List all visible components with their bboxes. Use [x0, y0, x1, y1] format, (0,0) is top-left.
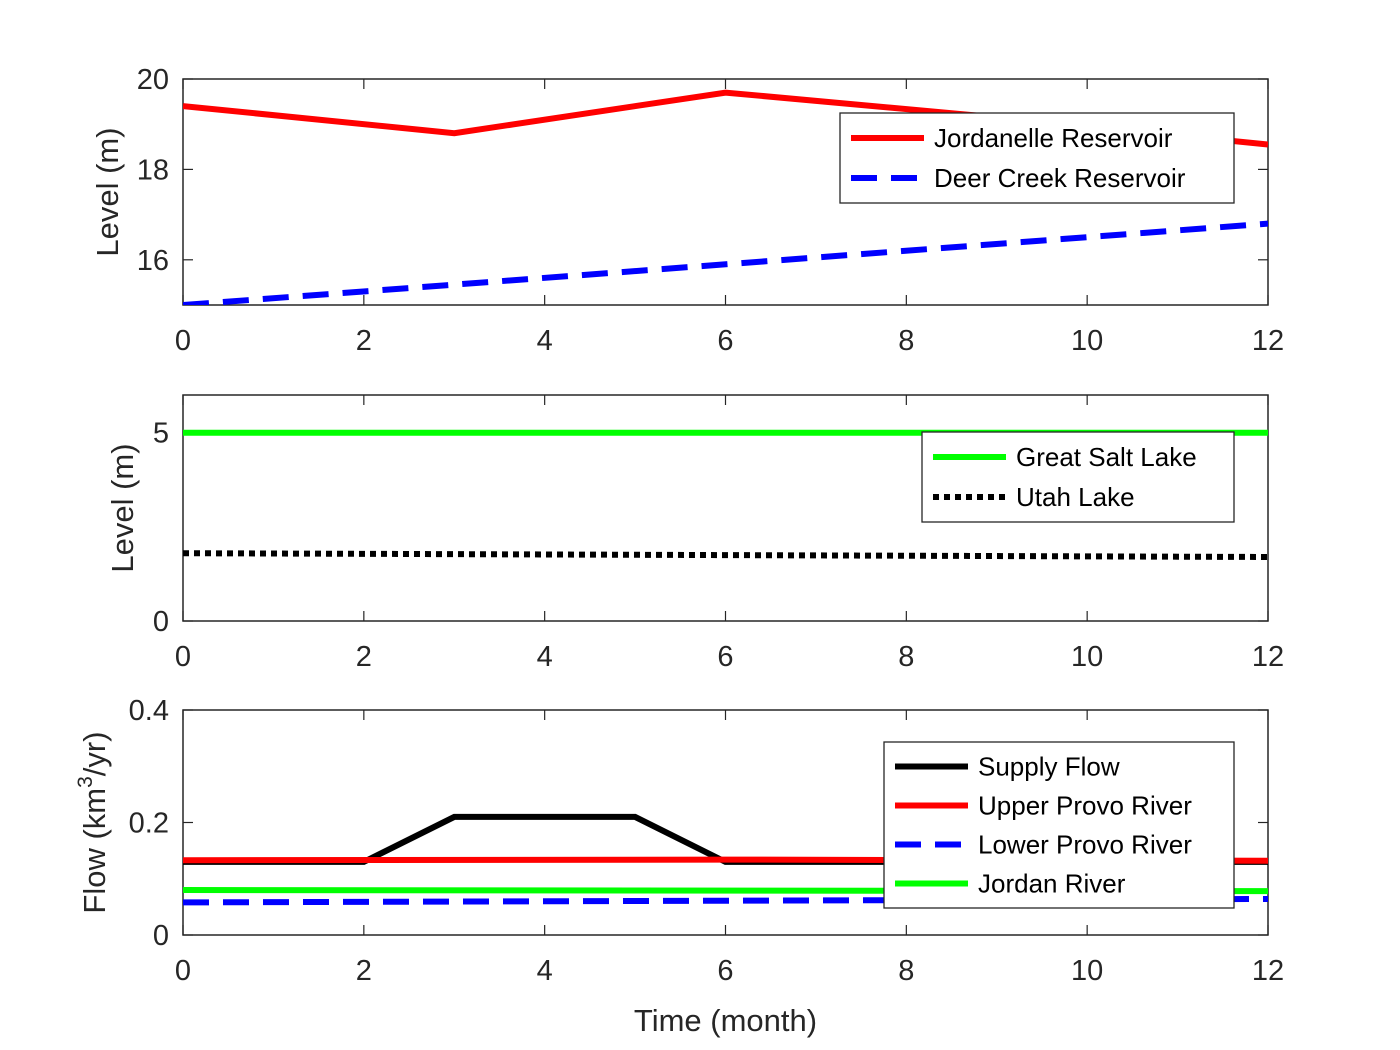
x-tick-label: 10	[1071, 325, 1103, 357]
legend-entry: Jordan River	[978, 869, 1126, 899]
legend-box	[921, 431, 1235, 523]
x-tick-label: 0	[175, 641, 191, 673]
y-tick-label: 0	[153, 920, 169, 952]
y-tick-label: 5	[153, 418, 169, 450]
x-tick-label: 2	[356, 325, 372, 357]
legend-box	[883, 741, 1235, 909]
legend-entry: Supply Flow	[978, 752, 1120, 782]
y-axis-label: Level (m)	[90, 127, 125, 256]
x-tick-label: 8	[898, 641, 914, 673]
x-tick-label: 4	[537, 325, 553, 357]
x-axis-label: Time (month)	[634, 1003, 817, 1038]
y-tick-label: 0	[153, 606, 169, 638]
y-axis-label-superscript: 3	[74, 776, 97, 788]
y-axis-label: Flow (km3/yr)	[74, 731, 112, 913]
y-tick-label: 20	[137, 64, 169, 96]
y-axis-label-main: Flow (km	[77, 788, 112, 914]
series-line-deer-creek-reservoir	[183, 220, 1268, 305]
x-tick-label: 4	[537, 641, 553, 673]
x-tick-label: 2	[356, 955, 372, 987]
y-tick-label: 0.4	[129, 695, 169, 727]
legend-entry: Upper Provo River	[978, 791, 1192, 821]
x-tick-label: 12	[1252, 641, 1284, 673]
legend-entry: Utah Lake	[1016, 482, 1135, 512]
x-tick-label: 10	[1071, 641, 1103, 673]
x-tick-label: 2	[356, 641, 372, 673]
legend-entry: Great Salt Lake	[1016, 442, 1197, 472]
x-tick-label: 10	[1071, 955, 1103, 987]
x-tick-label: 6	[717, 325, 733, 357]
x-tick-label: 0	[175, 325, 191, 357]
y-tick-label: 0.2	[129, 808, 169, 840]
panel-3: 0 2 4 6 8 10 12 0 0.2 0.4 Flow (km3/yr) Time (month…	[74, 695, 1284, 1038]
y-axis-label: Level (m)	[105, 443, 140, 572]
legend-entry: Deer Creek Reservoir	[934, 163, 1186, 193]
y-tick-label: 16	[137, 245, 169, 277]
legend-entry: Lower Provo River	[978, 830, 1192, 860]
legend: Supply Flow Upper Provo River Lower Provo …	[883, 741, 1235, 909]
y-tick-label: 18	[137, 154, 169, 186]
x-tick-label: 8	[898, 955, 914, 987]
x-tick-label: 4	[537, 955, 553, 987]
legend: Great Salt Lake Utah Lake	[921, 431, 1235, 523]
x-tick-label: 12	[1252, 325, 1284, 357]
x-tick-label: 12	[1252, 955, 1284, 987]
x-tick-label: 6	[717, 641, 733, 673]
legend-box	[839, 112, 1235, 204]
x-tick-label: 8	[898, 325, 914, 357]
panel-1: 0 2 4 6 8 10 12 16 18 20 Level (m) Jordanelle Reser…	[90, 64, 1284, 357]
panel-2: 0 2 4 6 8 10 12 0 5 Level (m) Great Salt Lake Utah …	[105, 394, 1284, 673]
y-axis-label-tail: /yr)	[77, 731, 112, 776]
x-tick-label: 6	[717, 955, 733, 987]
series-line-utah-lake	[183, 550, 1268, 560]
legend: Jordanelle Reservoir Deer Creek Reservoir	[839, 112, 1235, 204]
legend-entry: Jordanelle Reservoir	[934, 123, 1173, 153]
x-tick-label: 0	[175, 955, 191, 987]
